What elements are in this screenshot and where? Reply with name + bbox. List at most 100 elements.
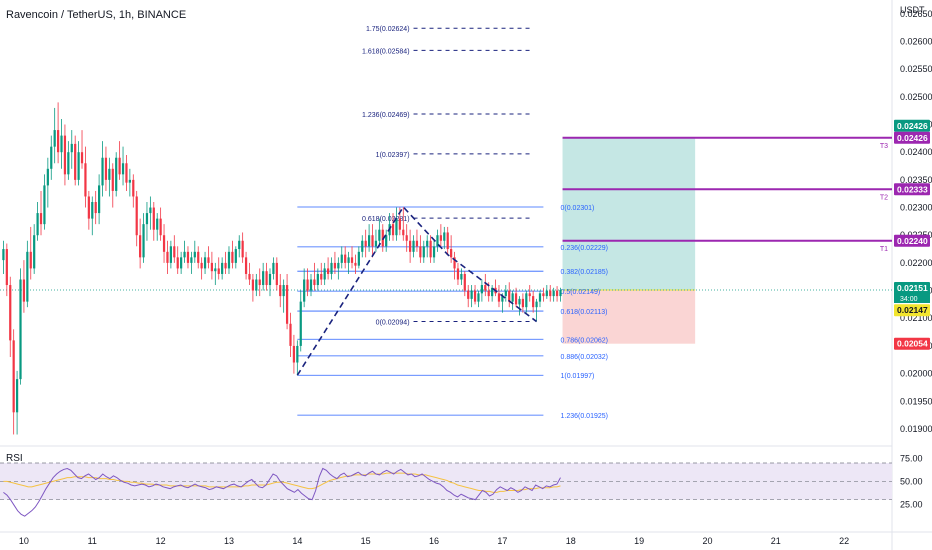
candle-body (43, 185, 46, 225)
profit-zone (562, 137, 696, 291)
candle-body (77, 152, 80, 180)
candle-body (532, 296, 535, 308)
candle-body (214, 268, 217, 272)
candle-body (542, 293, 545, 297)
candle-body (70, 143, 73, 153)
candle-body (183, 251, 186, 258)
candle-body (313, 279, 316, 286)
target-label: T1 (880, 246, 888, 253)
candle-body (429, 240, 432, 258)
candle-body (504, 290, 507, 297)
candle-body (115, 157, 118, 191)
candle-body (330, 262, 333, 274)
candle-body (374, 240, 378, 247)
price-tag-label: 0.02426 (897, 133, 928, 143)
candle-body (180, 257, 183, 269)
candle-body (473, 290, 477, 302)
candle-body (258, 279, 261, 286)
candle-body (415, 240, 419, 247)
candle-body (118, 157, 121, 175)
candle-body (268, 273, 272, 286)
candle-body (518, 298, 521, 305)
candle-body (337, 262, 340, 269)
candle-body (91, 202, 94, 219)
candle-body (361, 240, 364, 252)
candle-body (248, 273, 251, 280)
candle-body (285, 285, 289, 324)
candle-body (224, 262, 227, 269)
candle-body (203, 257, 207, 269)
candle-body (156, 218, 159, 230)
x-tick-label: 15 (361, 536, 371, 546)
y-tick-label: 0.01950 (900, 396, 932, 406)
price-tag (894, 234, 930, 247)
candle-body (210, 262, 214, 272)
candle-body (357, 251, 360, 266)
candle-body (193, 251, 196, 258)
fib-extension-label: 0.618(0.02281) (362, 216, 409, 223)
x-tick-label: 21 (771, 536, 781, 546)
candle-body (378, 229, 381, 241)
candle-body (50, 146, 53, 169)
candle-body (326, 268, 330, 274)
x-tick-label: 20 (702, 536, 712, 546)
candle-body (439, 235, 442, 241)
candle-body (87, 196, 90, 219)
y-tick-label: 0.02100 (900, 313, 932, 323)
candle-body (340, 254, 343, 263)
candle-body (559, 290, 562, 297)
candle-body (231, 251, 234, 263)
candle-body (63, 135, 67, 175)
candle-body (159, 218, 162, 236)
candle-body (121, 163, 125, 175)
countdown-tag (894, 293, 930, 304)
candle-body (467, 290, 470, 299)
candle-body (104, 157, 108, 180)
price-tag (894, 337, 930, 350)
zigzag-pattern (296, 205, 538, 376)
candle-body (60, 135, 63, 153)
candle-body (173, 246, 176, 258)
candle-body (484, 285, 487, 291)
candle-body (535, 301, 538, 308)
candle-body (84, 163, 87, 197)
price-tag-label: 0.02240 (897, 236, 928, 246)
rsi-ma-line (3, 472, 561, 493)
candle-body (316, 273, 319, 286)
fib-level-label: 0.236(0.02229) (560, 245, 607, 252)
candle-body (244, 257, 248, 274)
candle-body (364, 240, 367, 247)
y-tick-label: 0.02200 (900, 258, 932, 268)
x-tick-label: 13 (224, 536, 234, 546)
candle-body (26, 251, 29, 302)
candle-body (108, 168, 111, 180)
fib-extension-label: 1(0.02397) (376, 152, 410, 159)
candle-body (255, 279, 258, 291)
candle-body (528, 293, 531, 297)
x-tick-label: 10 (19, 536, 29, 546)
rsi-tick-label: 75.00 (900, 453, 923, 463)
price-tag (894, 119, 930, 132)
candle-body (19, 279, 22, 380)
candle-body (333, 262, 337, 269)
candle-body (436, 235, 439, 247)
price-tag-label: 0.02054 (897, 339, 928, 349)
candle-body (22, 279, 26, 302)
y-tick-label: 0.01900 (900, 424, 932, 434)
candle-body (251, 279, 255, 291)
chart-title: Ravencoin / TetherUS, 1h, BINANCE (6, 9, 187, 21)
candle-body (320, 273, 323, 280)
fib-level-label: 1.236(0.01925) (560, 413, 607, 420)
price-tag-label: 0.02151 (897, 283, 928, 293)
candle-body (289, 323, 292, 346)
candle-body (5, 249, 8, 286)
candle-body (275, 262, 278, 286)
fib-level-label: 0.786(0.02062) (560, 337, 607, 344)
candle-body (101, 157, 104, 186)
candle-body (303, 279, 306, 302)
candle-body (238, 240, 241, 250)
candle-body (450, 249, 453, 258)
candle-body (166, 251, 169, 263)
y-tick-label: 0.02650 (900, 9, 932, 19)
